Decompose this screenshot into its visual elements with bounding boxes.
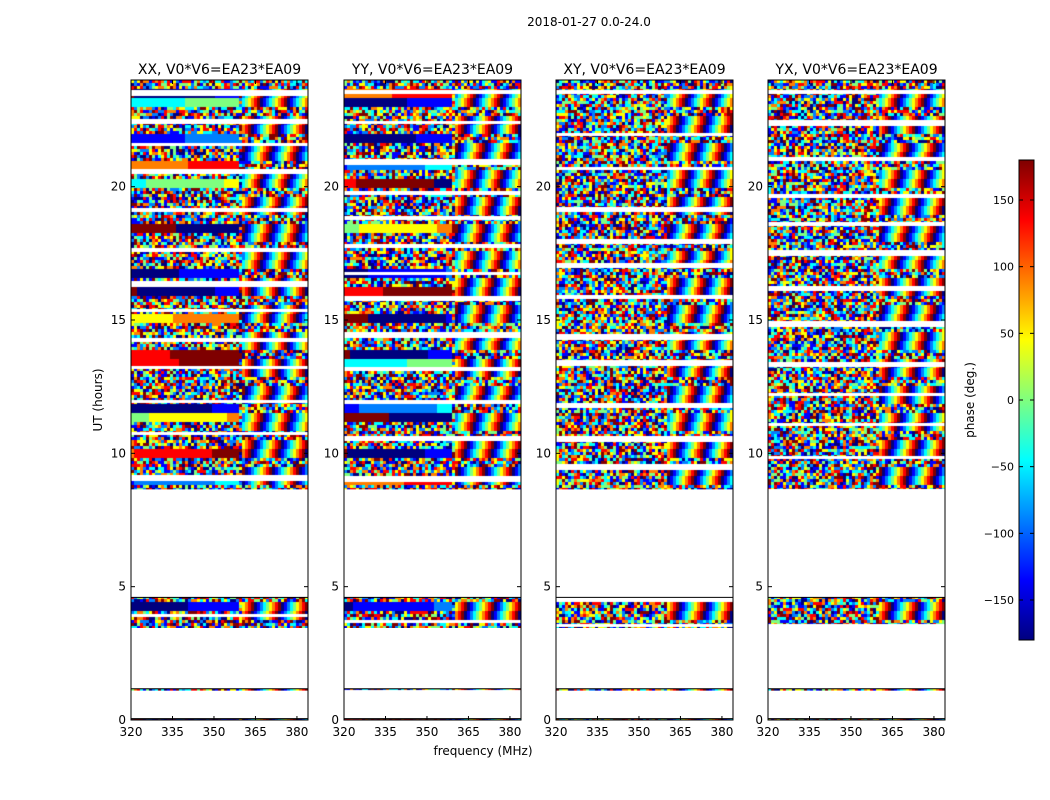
colorbar-tick-label: −50 <box>991 461 1014 474</box>
y-tick-label: 10 <box>748 446 763 460</box>
y-tick-label: 20 <box>324 180 339 194</box>
panel-3: XY, V0*V6=EA23*EA09 320 335 350 365 380 0 5 10 15… <box>536 62 734 739</box>
figure-title: 2018-01-27 0.0-24.0 <box>527 15 651 29</box>
x-tick-label: 350 <box>203 725 226 739</box>
x-tick-label: 365 <box>669 725 692 739</box>
colorbar-label: phase (deg.) <box>963 362 977 438</box>
x-tick-label: 380 <box>710 725 733 739</box>
colorbar-tick-label: 50 <box>1000 327 1014 340</box>
y-tick-label: 0 <box>331 713 339 727</box>
x-tick-label: 335 <box>161 725 184 739</box>
y-tick-label: 0 <box>755 713 763 727</box>
panel-4: YX, V0*V6=EA23*EA09 320 335 350 365 380 0 5 10 15… <box>748 62 946 739</box>
x-tick-label: 350 <box>840 725 863 739</box>
y-tick-label: 15 <box>536 313 551 327</box>
axes-frame <box>130 79 309 721</box>
panel-1: XX, V0*V6=EA23*EA09 320 335 350 365 380 0 5 10 15… <box>111 62 309 739</box>
colorbar-tick-label: −100 <box>984 527 1014 540</box>
x-tick-label: 335 <box>374 725 397 739</box>
y-axis-label: UT (hours) <box>91 368 105 431</box>
colorbar-tick-label: 100 <box>993 261 1014 274</box>
x-tick-label: 380 <box>922 725 945 739</box>
axes-frame <box>767 79 946 721</box>
y-tick-label: 10 <box>111 446 126 460</box>
x-tick-label: 335 <box>798 725 821 739</box>
phase-heatmap <box>556 80 733 720</box>
panels: XX, V0*V6=EA23*EA09 320 335 350 365 380 0 5 10 15… <box>111 62 946 739</box>
phase-heatmap <box>131 80 308 720</box>
x-tick-label: 365 <box>457 725 480 739</box>
axes-frame <box>555 79 734 721</box>
axes-frame <box>343 79 522 721</box>
panel-title: YX, V0*V6=EA23*EA09 <box>774 62 937 78</box>
phase-heatmap <box>768 80 945 720</box>
colorbar-tick-label: 150 <box>993 194 1014 207</box>
x-tick-label: 350 <box>416 725 439 739</box>
y-tick-label: 0 <box>118 713 126 727</box>
y-tick-label: 15 <box>111 313 126 327</box>
y-tick-label: 5 <box>543 580 551 594</box>
x-tick-label: 380 <box>285 725 308 739</box>
panel-2: YY, V0*V6=EA23*EA09 320 335 350 365 380 0 5 10 15… <box>324 62 522 739</box>
x-axis-label: frequency (MHz) <box>433 744 532 758</box>
y-tick-label: 15 <box>748 313 763 327</box>
y-tick-label: 5 <box>755 580 763 594</box>
x-tick-label: 320 <box>120 725 143 739</box>
y-tick-label: 0 <box>543 713 551 727</box>
y-tick-label: 10 <box>536 446 551 460</box>
x-tick-label: 320 <box>757 725 780 739</box>
phase-heatmap <box>344 80 521 720</box>
y-tick-label: 20 <box>536 180 551 194</box>
panel-title: XY, V0*V6=EA23*EA09 <box>563 62 725 78</box>
x-tick-label: 320 <box>545 725 568 739</box>
y-tick-label: 15 <box>324 313 339 327</box>
x-tick-label: 335 <box>586 725 609 739</box>
x-tick-label: 380 <box>498 725 521 739</box>
x-tick-label: 365 <box>244 725 267 739</box>
y-tick-label: 5 <box>331 580 339 594</box>
y-tick-label: 5 <box>118 580 126 594</box>
y-tick-label: 10 <box>324 446 339 460</box>
colorbar-tick-label: −150 <box>984 594 1014 607</box>
y-tick-label: 20 <box>111 180 126 194</box>
x-tick-label: 365 <box>881 725 904 739</box>
x-tick-label: 320 <box>333 725 356 739</box>
y-tick-label: 20 <box>748 180 763 194</box>
panel-title: YY, V0*V6=EA23*EA09 <box>351 62 513 78</box>
colorbar: 150 100 50 0 −50 −100 −150 <box>984 159 1035 641</box>
panel-title: XX, V0*V6=EA23*EA09 <box>138 62 301 78</box>
colorbar-tick-label: 0 <box>1007 394 1014 407</box>
x-tick-label: 350 <box>628 725 651 739</box>
